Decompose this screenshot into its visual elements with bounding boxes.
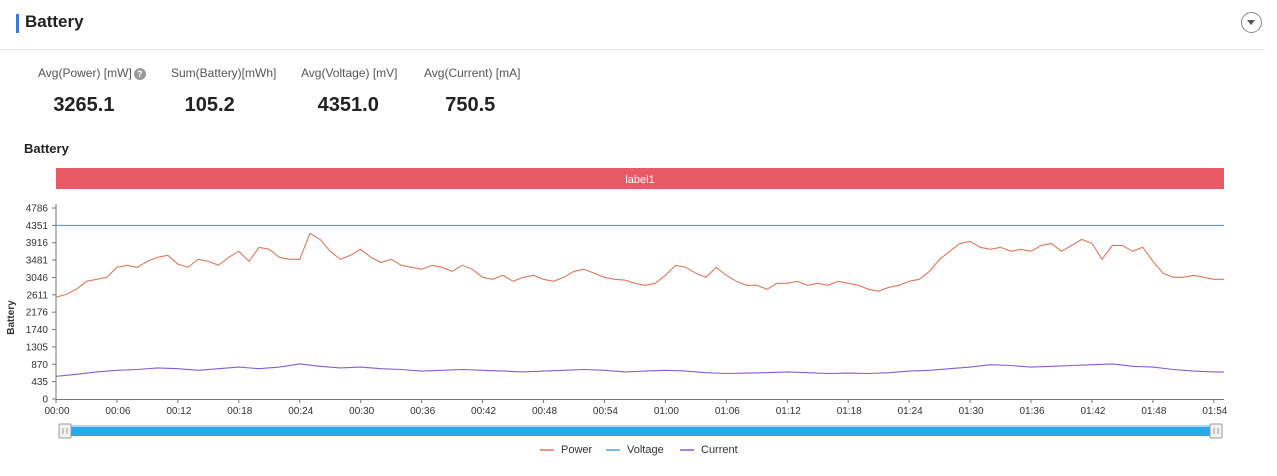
y-tick-label: 435 bbox=[31, 377, 48, 388]
legend-item-power[interactable]: Power bbox=[561, 444, 593, 456]
x-tick-label: 00:00 bbox=[44, 406, 69, 417]
metric-avg-power: Avg(Power) [mW]? 3265.1 bbox=[38, 66, 146, 117]
x-tick-label: 00:06 bbox=[105, 406, 130, 417]
label-band-text: label1 bbox=[625, 174, 654, 186]
legend-item-current[interactable]: Current bbox=[701, 444, 738, 456]
x-tick-label: 01:06 bbox=[715, 406, 740, 417]
chevron-down-icon[interactable] bbox=[1241, 12, 1262, 33]
title-accent-bar bbox=[16, 14, 19, 33]
x-tick-label: 01:36 bbox=[1020, 406, 1045, 417]
y-axis-label: Battery bbox=[6, 300, 17, 335]
section-header: Battery bbox=[0, 0, 1265, 50]
series-line-power bbox=[55, 232, 1224, 298]
x-tick-label: 01:00 bbox=[654, 406, 679, 417]
metric-value: 4351.0 bbox=[317, 94, 379, 116]
x-tick-label: 00:48 bbox=[532, 406, 557, 417]
x-tick-label: 00:30 bbox=[349, 406, 374, 417]
y-tick-label: 870 bbox=[31, 360, 48, 371]
x-tick-label: 01:12 bbox=[776, 406, 801, 417]
zoom-slider-right-handle[interactable] bbox=[1209, 423, 1223, 439]
metric-label: Sum(Battery)[mWh] bbox=[171, 66, 277, 80]
y-tick-label: 3916 bbox=[26, 238, 49, 249]
y-tick-label: 3046 bbox=[26, 273, 49, 284]
x-tick-label: 00:42 bbox=[471, 406, 496, 417]
metric-value: 750.5 bbox=[445, 94, 496, 116]
y-tick-label: 2611 bbox=[26, 290, 48, 301]
metric-value: 105.2 bbox=[184, 94, 235, 116]
x-tick-label: 01:54 bbox=[1202, 406, 1227, 417]
x-tick-label: 01:30 bbox=[959, 406, 984, 417]
zoom-slider-highlight bbox=[64, 425, 1216, 427]
label-band bbox=[56, 168, 1224, 189]
x-tick-label: 01:48 bbox=[1141, 406, 1166, 417]
legend-item-voltage[interactable]: Voltage bbox=[627, 444, 664, 456]
chart-title: Battery bbox=[24, 141, 69, 156]
x-tick-label: 00:18 bbox=[227, 406, 252, 417]
y-tick-label: 4351 bbox=[26, 221, 49, 232]
metric-label: Avg(Voltage) [mV] bbox=[301, 66, 398, 80]
metric-value: 3265.1 bbox=[53, 94, 115, 116]
x-tick-label: 01:18 bbox=[837, 406, 862, 417]
page-title: Battery bbox=[25, 12, 84, 31]
y-tick-label: 2176 bbox=[26, 308, 49, 319]
y-tick-label: 4786 bbox=[26, 204, 49, 215]
x-tick-label: 01:24 bbox=[898, 406, 923, 417]
y-tick-label: 1305 bbox=[26, 342, 49, 353]
help-icon[interactable]: ? bbox=[133, 68, 146, 80]
metric-label: Avg(Power) [mW] bbox=[38, 66, 132, 80]
x-tick-label: 01:42 bbox=[1080, 406, 1105, 417]
metric-avg-voltage: Avg(Voltage) [mV] 4351.0 bbox=[301, 66, 398, 117]
x-tick-label: 00:24 bbox=[288, 406, 313, 417]
x-tick-label: 00:12 bbox=[166, 406, 191, 417]
y-tick-label: 1740 bbox=[26, 325, 49, 336]
x-tick-label: 00:54 bbox=[593, 406, 618, 417]
zoom-slider-left-handle[interactable] bbox=[58, 423, 72, 439]
series-line-current bbox=[55, 363, 1224, 377]
metric-avg-current: Avg(Current) [mA] 750.5 bbox=[424, 66, 520, 117]
y-tick-label: 3481 bbox=[26, 256, 49, 267]
metric-sum-battery: Sum(Battery)[mWh] 105.2 bbox=[171, 66, 276, 117]
y-tick-label: 0 bbox=[42, 395, 48, 406]
x-tick-label: 00:36 bbox=[410, 406, 435, 417]
zoom-slider-track bbox=[64, 426, 1216, 436]
metric-label: Avg(Current) [mA] bbox=[424, 66, 521, 80]
